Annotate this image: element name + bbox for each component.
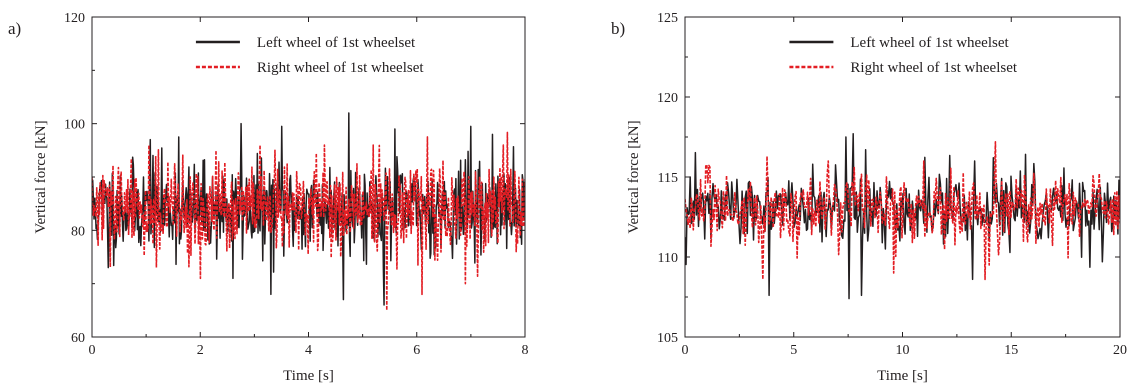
y-tick-label: 110 (658, 251, 678, 266)
legend-label-left-wheel: Left wheel of 1st wheelset (850, 35, 1009, 51)
legend-label-right-wheel: Right wheel of 1st wheelset (850, 60, 1017, 76)
panel-label: b) (611, 19, 625, 38)
chart-panel-b: 0 5 10 15 20 105 110 115 120 125 Time [s] Vertical … (611, 11, 1127, 384)
y-tick-label: 60 (71, 331, 85, 346)
x-tick-label: 4 (305, 343, 312, 358)
chart-panel-a: 0 2 4 6 8 60 80 100 120 Time [s] Vertical force [k… (8, 11, 529, 384)
y-tick-label: 120 (657, 91, 678, 106)
x-tick-label: 2 (197, 343, 204, 358)
series-line-right-wheel (685, 141, 1120, 281)
series-group (92, 112, 525, 312)
series-line-left-wheel (685, 133, 1120, 300)
y-tick-label: 125 (657, 11, 678, 26)
x-axis-title: Time [s] (877, 368, 928, 384)
x-tick-label: 10 (896, 343, 910, 358)
y-axis-title: Vertical force [kN] (33, 120, 49, 233)
x-tick-label: 15 (1004, 343, 1018, 358)
legend-label-left-wheel: Left wheel of 1st wheelset (257, 35, 416, 51)
y-tick-label: 105 (657, 331, 678, 346)
x-tick-label: 6 (413, 343, 420, 358)
y-tick-label: 80 (71, 224, 85, 239)
y-tick-label: 100 (64, 118, 85, 133)
y-axis-title: Vertical force [kN] (626, 120, 642, 233)
y-tick-label: 120 (64, 11, 85, 26)
series-line-left-wheel (92, 112, 525, 306)
x-tick-label: 5 (790, 343, 797, 358)
panel-label: a) (8, 19, 21, 38)
series-group (685, 133, 1120, 300)
x-tick-label: 0 (682, 343, 689, 358)
x-tick-label: 8 (522, 343, 529, 358)
y-tick-label: 115 (658, 171, 678, 186)
x-tick-label: 20 (1113, 343, 1127, 358)
x-tick-label: 0 (89, 343, 96, 358)
legend-label-right-wheel: Right wheel of 1st wheelset (257, 60, 424, 76)
x-axis-title: Time [s] (283, 368, 334, 384)
series-line-right-wheel (92, 131, 525, 312)
